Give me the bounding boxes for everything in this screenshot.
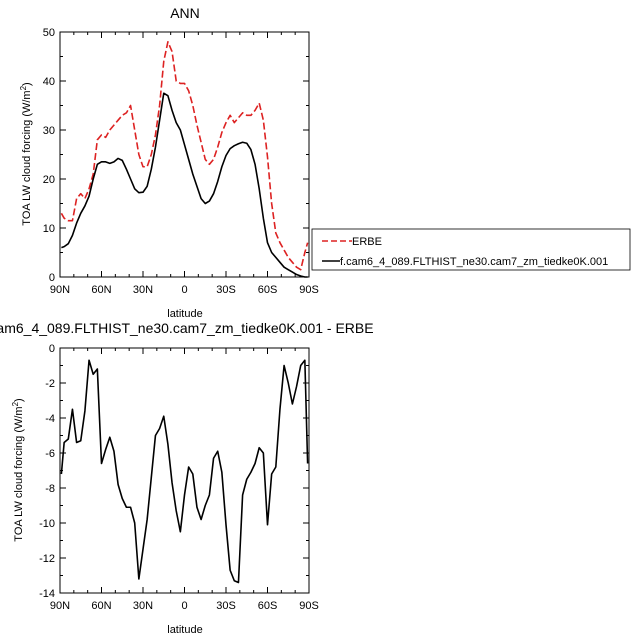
legend-box: [311, 228, 631, 271]
bottom-x-axis-label: latitude: [167, 624, 202, 636]
bottom-y-axis-label: TOA LW cloud forcing (W/m2): [11, 398, 25, 541]
bottom-y-tick-label-0: 0: [49, 343, 55, 355]
top-x-tick-label-0: 90N: [50, 284, 70, 296]
bottom-y-tick-label-1: -2: [45, 378, 55, 390]
top-series-line-0: [60, 40, 309, 271]
bottom-y-tick-label-4: -8: [45, 483, 55, 495]
top-y-tick-label-4: 40: [43, 76, 55, 88]
bottom-x-tick-label-5: 60S: [258, 600, 278, 612]
top-y-axis-label-main: TOA LW cloud forcing (W/m: [21, 90, 33, 225]
bottom-axes-layer: 90N 60N 30N 0 30S 60S 90S 0 -2 -4 -6 -8 -10 -12 -14: [39, 343, 319, 612]
bottom-x-tick-label-0: 90N: [50, 600, 70, 612]
bottom-y-axis-label-sup: 2: [11, 401, 20, 406]
bottom-series-line-0: [60, 359, 309, 584]
bottom-y-tick-label-5: -10: [39, 518, 55, 530]
top-title: ANN: [170, 5, 200, 21]
top-series-layer: [60, 40, 309, 278]
bottom-x-tick-label-3: 0: [181, 600, 187, 612]
top-y-axis-label-close: ): [21, 82, 33, 86]
top-x-tick-label-3: 0: [181, 284, 187, 296]
top-y-axis-label: TOA LW cloud forcing (W/m2): [19, 82, 33, 225]
bottom-y-tick-label-2: -4: [45, 413, 55, 425]
top-y-tick-label-1: 10: [43, 223, 55, 235]
top-y-tick-label-3: 30: [43, 125, 55, 137]
bottom-y-tick-label-6: -12: [39, 553, 55, 565]
top-y-axis-label-sup: 2: [19, 85, 28, 90]
bottom-x-tick-label-1: 60N: [91, 600, 111, 612]
bottom-x-tick-label-6: 90S: [299, 600, 319, 612]
bottom-y-axis-label-main: TOA LW cloud forcing (W/m: [13, 406, 25, 541]
bottom-x-tick-label-2: 30N: [133, 600, 153, 612]
top-y-tick-label-5: 50: [43, 27, 55, 39]
bottom-title: am6_4_089.FLTHIST_ne30.cam7_zm_tiedke0K.…: [0, 320, 374, 336]
bottom-y-axis-label-close: ): [13, 398, 25, 402]
bottom-y-tick-label-3: -6: [45, 448, 55, 460]
top-x-tick-label-6: 90S: [299, 284, 319, 296]
top-series-line-1: [61, 92, 308, 278]
bottom-series-layer: [60, 359, 309, 584]
top-x-tick-label-2: 30N: [133, 284, 153, 296]
top-panel: ANN 90N 60N 30N 0 30S 60S 90S 0 10 20 30 40 50 latit…: [19, 5, 319, 320]
bottom-x-tick-label-4: 30S: [216, 600, 236, 612]
top-x-tick-label-5: 60S: [258, 284, 278, 296]
top-x-tick-label-1: 60N: [91, 284, 111, 296]
top-plot-frame: [59, 31, 310, 278]
top-x-tick-label-4: 30S: [216, 284, 236, 296]
bottom-y-tick-label-7: -14: [39, 588, 55, 600]
bottom-panel: am6_4_089.FLTHIST_ne30.cam7_zm_tiedke0K.…: [0, 320, 374, 636]
top-axes-layer: 90N 60N 30N 0 30S 60S 90S 0 10 20 30 40 50: [43, 27, 319, 296]
top-y-tick-label-2: 20: [43, 174, 55, 186]
legend: ERBE f.cam6_4_089.FLTHIST_ne30.cam7_zm_t…: [311, 228, 631, 271]
top-x-axis-label: latitude: [167, 308, 202, 320]
top-y-tick-label-0: 0: [49, 272, 55, 284]
legend-erbe-label: ERBE: [352, 236, 382, 248]
legend-model-label: f.cam6_4_089.FLTHIST_ne30.cam7_zm_tiedke…: [340, 256, 608, 268]
